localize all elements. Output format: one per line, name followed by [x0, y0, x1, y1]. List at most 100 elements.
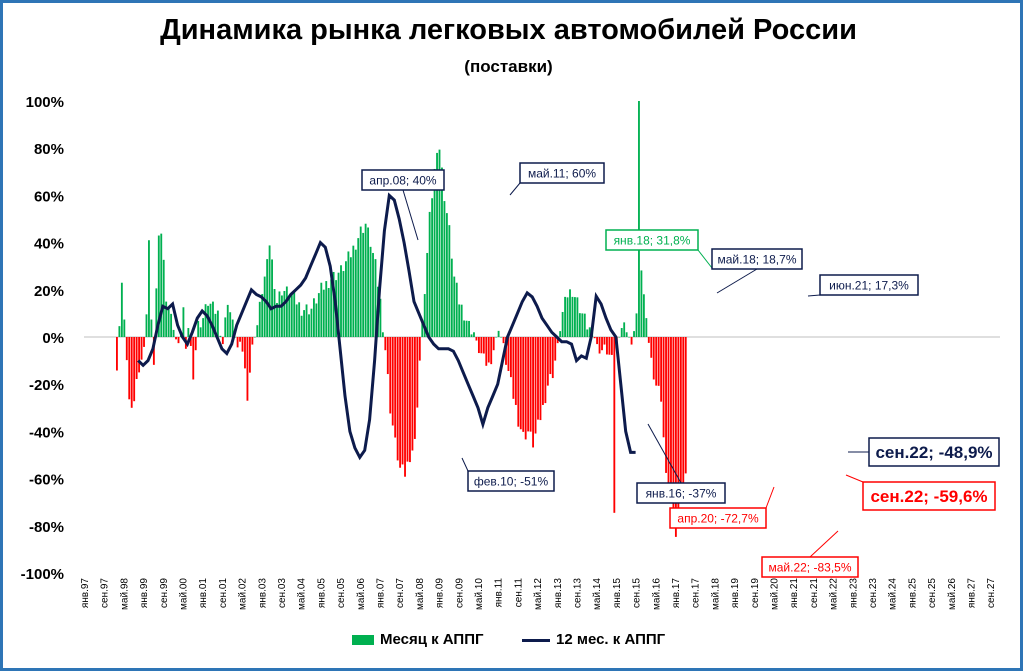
x-tick-label: сен.27 [986, 578, 997, 608]
monthly-bar [248, 337, 251, 373]
monthly-bar [650, 337, 653, 358]
monthly-bar [389, 337, 392, 414]
monthly-bar [160, 233, 163, 337]
monthly-bar [187, 328, 190, 337]
monthly-bar [140, 337, 143, 360]
y-tick-label: -80% [29, 519, 64, 536]
monthly-bar [684, 337, 687, 474]
x-tick-label: сен.13 [572, 578, 583, 608]
annotations: апр.08; 40% май.11; 60% янв.18; 31,8% май.1… [361, 162, 1000, 578]
annotation-label: янв.16; -37% [646, 486, 717, 500]
annotation-leader [647, 423, 682, 484]
monthly-bar [583, 313, 586, 337]
monthly-bar [224, 317, 227, 337]
monthly-bar [271, 259, 273, 337]
monthly-bar [374, 259, 377, 337]
annotation: апр.08; 40% [361, 169, 445, 241]
monthly-bar [340, 265, 342, 337]
monthly-bar [569, 289, 571, 337]
monthly-bar [610, 337, 613, 355]
x-tick-label: сен.97 [100, 578, 111, 608]
monthly-bar [544, 337, 547, 404]
monthly-bar [192, 337, 195, 380]
monthly-bar [317, 293, 320, 337]
monthly-bar [512, 337, 515, 399]
x-tick-label: май.26 [947, 578, 958, 610]
monthly-bar [433, 168, 436, 337]
monthly-bar [576, 297, 579, 337]
monthly-bar [135, 337, 138, 380]
monthly-bar [477, 337, 480, 354]
monthly-bar [128, 337, 131, 400]
monthly-bar [509, 337, 512, 378]
annotation: май.22; -83,5% [761, 530, 859, 578]
monthly-bar [463, 320, 466, 337]
monthly-bar [603, 337, 606, 345]
monthly-bar [431, 198, 434, 337]
monthly-bar [172, 329, 175, 337]
monthly-bar [148, 240, 150, 337]
x-tick-label: май.06 [356, 578, 367, 610]
monthly-bar [647, 337, 650, 343]
monthly-bar [266, 259, 269, 337]
monthly-bar [288, 297, 291, 337]
monthly-bar [298, 302, 301, 337]
x-tick-label: янв.03 [257, 578, 268, 609]
y-axis: 100% 80% 60% 40% 20% 0% -20% -40% -60% -80% -100% [21, 94, 64, 583]
annotation: сен.22; -48,9% [848, 437, 1000, 467]
x-tick-label: янв.09 [435, 578, 446, 609]
monthly-bar [517, 337, 520, 427]
chart-subtitle: (поставки) [464, 57, 553, 76]
monthly-bar [436, 152, 438, 337]
monthly-bar [566, 297, 569, 337]
monthly-bar [118, 326, 121, 337]
x-tick-label: янв.23 [848, 578, 859, 609]
x-tick-label: янв.97 [80, 578, 91, 609]
annotation-box [361, 169, 445, 191]
monthly-bar [460, 304, 463, 337]
legend-rolling-swatch [522, 638, 550, 642]
monthly-bar [280, 295, 283, 337]
monthly-bar [386, 337, 389, 375]
monthly-bar [189, 337, 192, 346]
annotation: янв.16; -37% [636, 423, 726, 504]
annotation-box [605, 229, 699, 251]
monthly-bar [534, 337, 537, 434]
monthly-bar [125, 337, 128, 361]
legend-rolling-label: 12 мес. к АППГ [556, 631, 666, 648]
x-tick-label: май.98 [119, 578, 130, 610]
monthly-bar [295, 304, 298, 337]
monthly-bar [492, 337, 495, 351]
monthly-bar [571, 296, 574, 337]
monthly-bar [268, 245, 271, 337]
monthly-bar [618, 337, 621, 338]
x-tick-label: сен.03 [277, 578, 288, 608]
monthly-bar [364, 223, 367, 337]
x-tick-label: сен.21 [809, 578, 820, 608]
monthly-bar [532, 337, 534, 448]
monthly-bar [325, 281, 328, 337]
legend-monthly-swatch [352, 635, 374, 646]
x-tick-label: янв.01 [198, 578, 209, 609]
x-tick-label: янв.13 [553, 578, 564, 609]
monthly-bar [539, 337, 542, 421]
monthly-bar [130, 337, 133, 408]
monthly-bar [204, 304, 207, 337]
monthly-bar [162, 259, 165, 337]
monthly-bar [581, 313, 584, 337]
x-tick-label: сен.11 [513, 578, 524, 608]
monthly-bar [620, 328, 623, 337]
monthly-bar [155, 288, 158, 337]
monthly-bar [391, 337, 394, 426]
x-tick-label: сен.15 [632, 578, 643, 608]
monthly-bar [554, 337, 557, 361]
y-tick-label: 40% [34, 236, 64, 253]
monthly-bar [258, 301, 261, 337]
x-tick-label: янв.17 [671, 578, 682, 609]
monthly-bar [601, 337, 603, 351]
annotation-label: июн.21; 17,3% [829, 278, 909, 292]
monthly-bar [263, 276, 266, 337]
x-tick-label: сен.09 [454, 578, 465, 608]
x-tick-label: сен.17 [691, 578, 702, 608]
